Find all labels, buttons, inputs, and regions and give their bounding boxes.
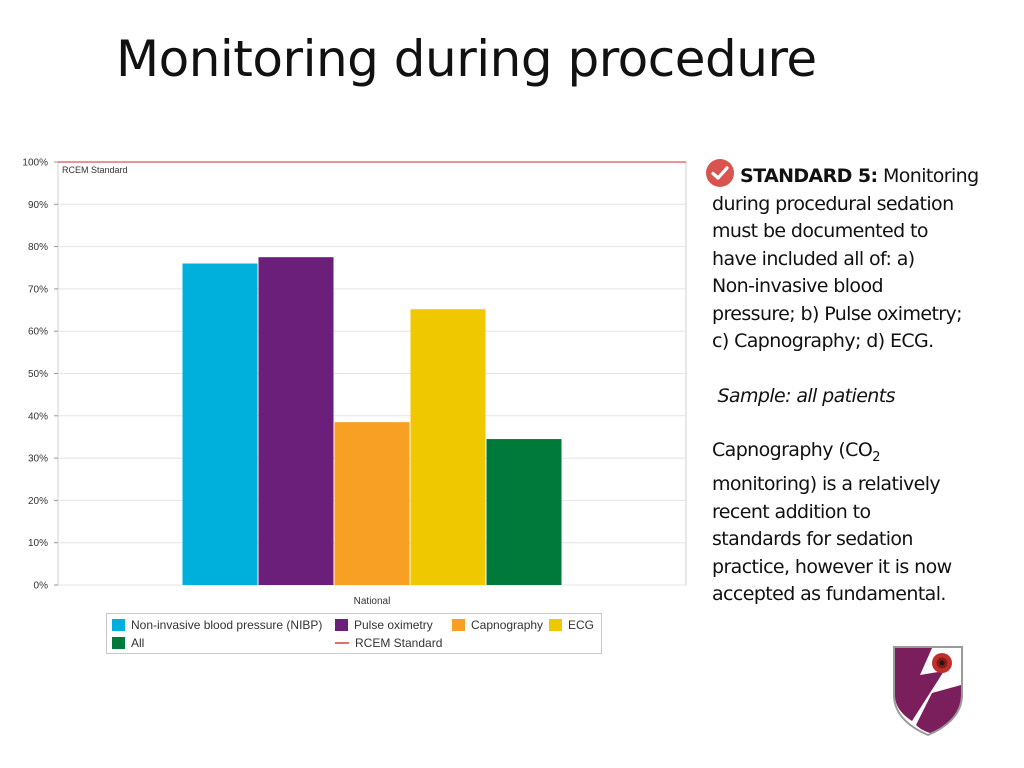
standard-text-first: Monitoring [882,165,979,187]
y-tick-label: 80% [28,242,48,253]
legend-label: ECG [568,618,595,632]
legend-item-2: Capnography [452,617,543,633]
legend-label: Pulse oximetry [354,618,433,632]
y-tick-label: 20% [28,496,48,507]
bar-0 [182,263,258,585]
reference-layer: RCEM Standard [58,161,686,175]
crest-rose-center [939,660,945,666]
standard-line: have included all of: a) [712,247,915,270]
capno-line: standards for sedation [712,528,913,551]
page-title: Monitoring during procedure [116,30,817,88]
capno-text-a: Capnography (CO [712,439,873,461]
legend-label: Non-invasive blood pressure (NIBP) [131,618,323,632]
standard-line: during procedural sedation [712,192,954,215]
y-tick-label: 70% [28,284,48,295]
crest-logo [893,646,963,737]
check-mark [711,166,729,180]
capno-line: recent addition to [712,500,871,523]
y-tick-label: 0% [34,581,49,592]
standard-line: Non-invasive blood [712,275,884,297]
legend-item-1: Pulse oximetry [335,617,433,633]
chart-svg: RCEM Standard 0% 10% 20% 30% 40% 50% 60% 70% 80%… [22,158,687,608]
legend-swatch [112,619,125,631]
capno-line-1: Capnography (CO2 [712,437,1012,471]
bar-3 [410,309,486,585]
y-tick-label: 40% [28,411,48,422]
y-tick-label: 100% [22,158,48,169]
legend-swatch [112,637,125,649]
y-tick-label: 60% [28,327,48,338]
sample-text: Sample: all patients [712,383,1012,411]
legend-item-3: ECG [549,617,594,633]
reference-line-label: RCEM Standard [62,165,128,175]
y-tick-label: 10% [28,538,48,549]
ticks-layer: 0% 10% 20% 30% 40% 50% 60% 70% 80% 90% 100% Nationa… [22,158,390,608]
sample-text-value: Sample: all patients [717,384,895,407]
legend-item-reference: RCEM Standard [335,635,442,651]
standard-label: STANDARD 5: [740,165,878,187]
capno-subscript: 2 [872,449,880,465]
y-tick-label: 30% [28,454,48,465]
y-tick-label: 50% [28,369,48,380]
legend-label: RCEM Standard [355,636,443,650]
x-category-label: National [354,596,391,607]
standard-line: c) Capnography; d) ECG. [712,330,934,352]
y-tick-label: 90% [28,200,48,211]
bar-4 [486,439,562,585]
legend-label: Capnography [471,618,544,632]
capno-line: monitoring) is a relatively [712,473,941,496]
check-circle-icon [706,159,734,187]
legend-swatch [452,619,465,631]
legend-item-4: All [112,635,144,651]
standard-line-1: STANDARD 5: Monitoring [712,163,1012,191]
bars-layer [182,257,562,585]
legend-item-0: Non-invasive blood pressure (NIBP) [112,617,322,633]
bar-chart: RCEM Standard 0% 10% 20% 30% 40% 50% 60% 70% 80%… [0,150,700,660]
check-circle-bg [706,159,734,187]
bar-1 [258,257,334,585]
standard-line: must be documented to [712,220,928,242]
capno-line: practice, however it is now [712,555,952,578]
bar-2 [334,422,410,585]
legend-swatch [335,619,348,631]
crest-shield-purple [895,648,944,721]
crest-shield-purple-lower [916,685,961,733]
standard-line: pressure; b) Pulse oximetry; [712,302,963,325]
side-panel: STANDARD 5: Monitoring during procedural… [706,159,1012,609]
legend-label: All [131,636,145,650]
legend-swatch [549,619,562,631]
chart-legend: Non-invasive blood pressure (NIBP) Pulse … [106,613,602,654]
capno-line: accepted as fundamental. [712,583,946,606]
legend-line [335,642,349,644]
